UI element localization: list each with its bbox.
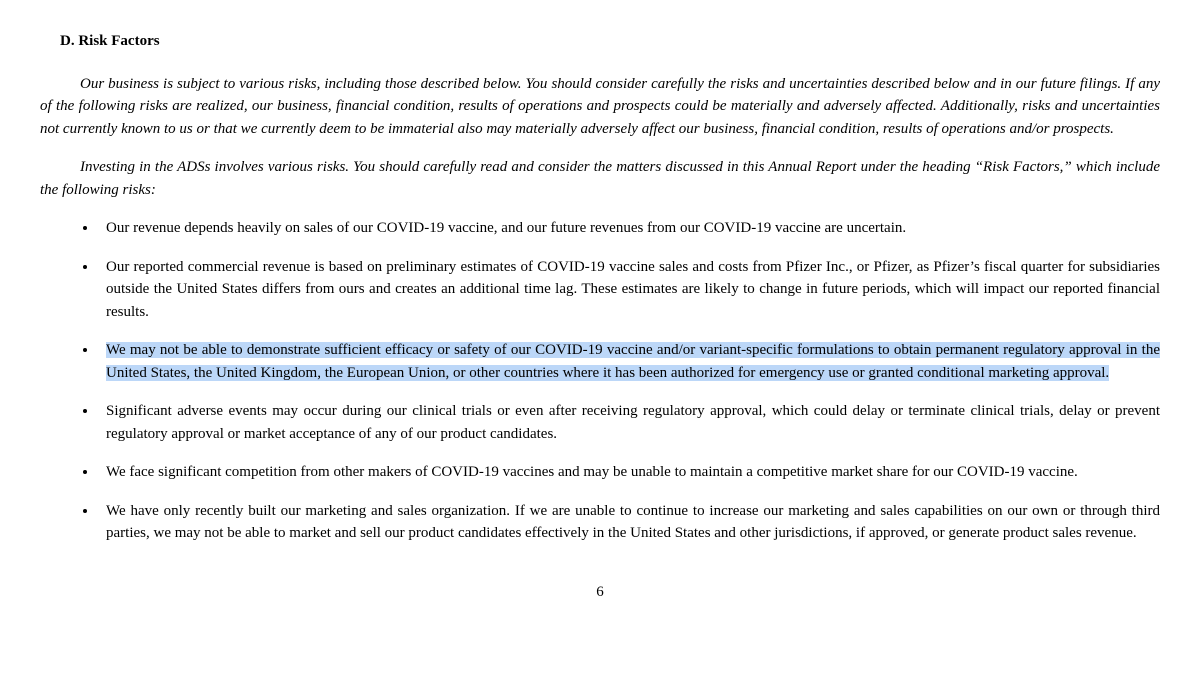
risk-factor-item: We face significant competition from oth…	[98, 461, 1160, 484]
intro-paragraph-2: Investing in the ADSs involves various r…	[40, 156, 1160, 201]
risk-factor-item: We have only recently built our marketin…	[98, 500, 1160, 545]
intro-paragraph-1: Our business is subject to various risks…	[40, 73, 1160, 141]
risk-factors-list: Our revenue depends heavily on sales of …	[40, 217, 1160, 545]
highlighted-text: We may not be able to demonstrate suffic…	[106, 342, 1160, 381]
risk-factor-item: Our reported commercial revenue is based…	[98, 256, 1160, 324]
page-number: 6	[40, 581, 1160, 604]
section-heading: D. Risk Factors	[60, 30, 1160, 53]
risk-factor-item: Significant adverse events may occur dur…	[98, 400, 1160, 445]
risk-factor-item: We may not be able to demonstrate suffic…	[98, 339, 1160, 384]
risk-factor-item: Our revenue depends heavily on sales of …	[98, 217, 1160, 240]
